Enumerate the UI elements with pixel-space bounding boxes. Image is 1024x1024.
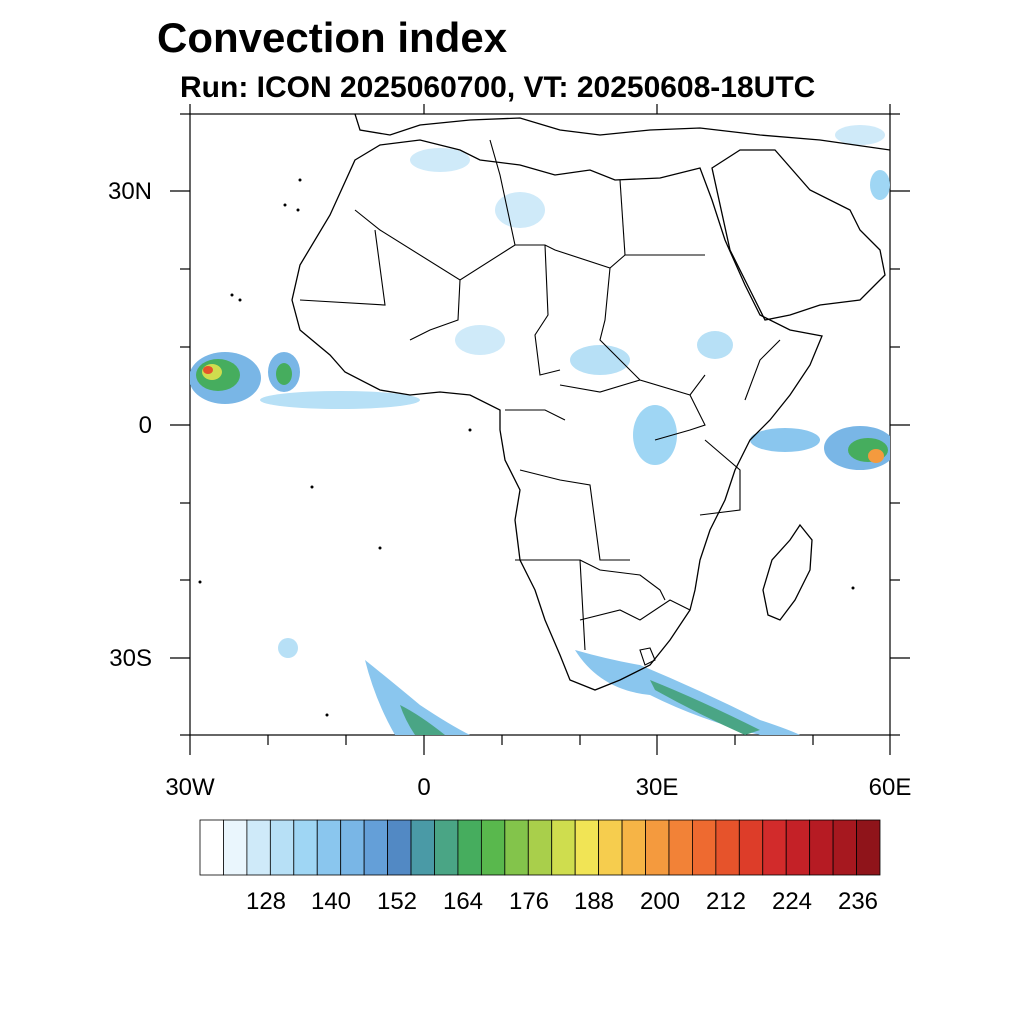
convection-cell bbox=[575, 650, 800, 735]
convection-cell bbox=[870, 170, 890, 200]
colorbar-box bbox=[434, 819, 459, 876]
lat-label-0: 0 bbox=[138, 412, 152, 439]
colorbar-box bbox=[645, 819, 670, 876]
colorbar-label: 140 bbox=[310, 888, 352, 915]
lon-ticks bbox=[189, 104, 891, 755]
colorbar-label: 164 bbox=[442, 888, 484, 915]
convection-cell bbox=[276, 363, 292, 385]
colorbar-label: 200 bbox=[639, 888, 681, 915]
convection-cell bbox=[570, 345, 630, 375]
convection-cell bbox=[835, 125, 885, 145]
convection-cell bbox=[750, 428, 820, 452]
colorbar-box bbox=[621, 819, 646, 876]
colorbar-box bbox=[316, 819, 342, 876]
colorbar-box bbox=[223, 819, 248, 876]
convection-cell bbox=[697, 331, 733, 359]
colorbar-box bbox=[527, 819, 553, 876]
colorbar-box bbox=[762, 819, 787, 876]
colorbar-box bbox=[551, 819, 576, 876]
lon-label-0: 0 bbox=[417, 774, 431, 801]
colorbar-box bbox=[246, 819, 271, 876]
europe-coastline bbox=[354, 114, 890, 151]
convection-cell bbox=[650, 680, 760, 735]
colorbar-box bbox=[480, 819, 506, 876]
colorbar-box bbox=[293, 819, 318, 876]
colorbar-box bbox=[269, 819, 295, 876]
colorbar-box bbox=[340, 819, 365, 876]
colorbar-label: 176 bbox=[508, 888, 550, 915]
colorbar-label: 188 bbox=[573, 888, 615, 915]
colorbar-box bbox=[457, 819, 482, 876]
plot-subtitle: Run: ICON 2025060700, VT: 20250608-18UTC bbox=[180, 71, 816, 104]
convection-shading bbox=[190, 125, 890, 735]
convection-cell bbox=[260, 391, 420, 409]
country-borders bbox=[299, 139, 781, 666]
convection-cell bbox=[400, 705, 445, 735]
colorbar bbox=[199, 819, 881, 876]
madagascar-coastline bbox=[762, 523, 813, 621]
colorbar-label: 236 bbox=[837, 888, 879, 915]
colorbar-box bbox=[809, 819, 834, 876]
colorbar-label: 212 bbox=[705, 888, 747, 915]
convection-cell bbox=[633, 405, 677, 465]
lat-label-30s: 30S bbox=[109, 645, 152, 672]
lon-label-30e: 30E bbox=[635, 774, 679, 801]
convection-cell bbox=[410, 148, 470, 172]
convection-cell bbox=[868, 449, 884, 463]
convection-cell bbox=[455, 325, 505, 355]
colorbar-box bbox=[692, 819, 717, 876]
colorbar-box bbox=[598, 819, 623, 876]
arabia-coastline bbox=[711, 149, 886, 321]
convection-cell bbox=[495, 192, 545, 228]
islands bbox=[198, 178, 855, 717]
lat-label-30n: 30N bbox=[107, 178, 152, 205]
colorbar-box bbox=[199, 819, 224, 876]
colorbar-box bbox=[856, 819, 881, 876]
colorbar-box bbox=[504, 819, 529, 876]
lon-label-60e: 60E bbox=[868, 774, 912, 801]
colorbar-box bbox=[668, 819, 693, 876]
africa-coastline bbox=[291, 139, 823, 691]
map-content bbox=[190, 114, 890, 735]
colorbar-label: 224 bbox=[771, 888, 813, 915]
colorbar-box bbox=[738, 819, 764, 876]
colorbar-box bbox=[832, 819, 857, 876]
convection-cell bbox=[278, 638, 298, 658]
convection-cell bbox=[365, 660, 470, 735]
colorbar-label: 152 bbox=[376, 888, 418, 915]
lat-ticks bbox=[170, 113, 910, 736]
colorbar-box bbox=[785, 819, 811, 876]
colorbar-box bbox=[387, 819, 412, 876]
lon-label-30w: 30W bbox=[165, 774, 215, 801]
convection-cell bbox=[203, 366, 213, 374]
colorbar-box bbox=[574, 819, 600, 876]
colorbar-label: 128 bbox=[245, 888, 287, 915]
colorbar-box bbox=[715, 819, 740, 876]
colorbar-box bbox=[363, 819, 388, 876]
colorbar-box bbox=[410, 819, 435, 876]
plot-title: Convection index bbox=[157, 14, 508, 61]
